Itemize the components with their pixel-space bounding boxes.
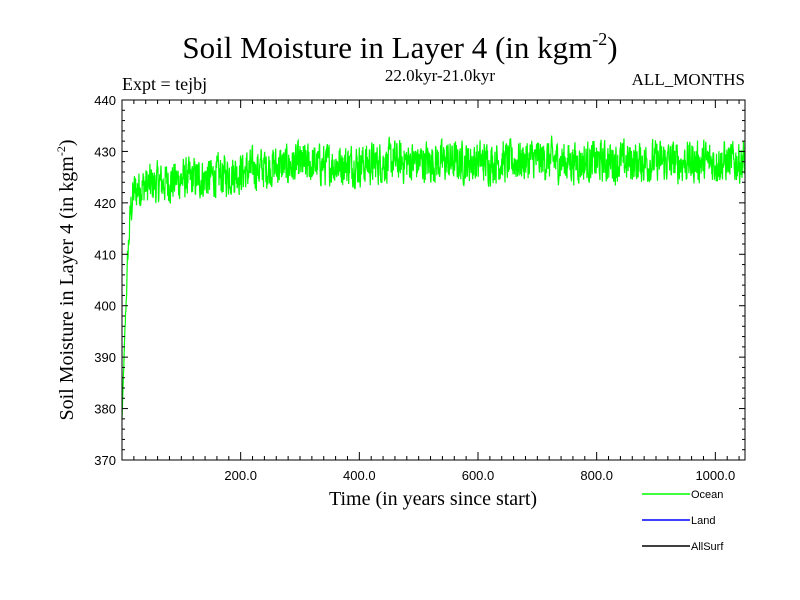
y-axis-label: Soil Moisture in Layer 4 (in kgm-2) (54, 139, 78, 420)
y-tick-label: 420 (94, 196, 116, 211)
y-tick-label: 380 (94, 402, 116, 417)
series-land-line (121, 135, 746, 419)
y-tick-label: 400 (94, 299, 116, 314)
plot-frame (121, 99, 746, 461)
y-tick-label: 440 (94, 93, 116, 108)
months-label: ALL_MONTHS (631, 70, 745, 89)
x-tick-label: 200.0 (224, 468, 257, 483)
y-tick-label: 370 (94, 453, 116, 468)
legend-label-ocean: Land (691, 515, 715, 527)
experiment-label: Expt = tejbj (122, 74, 208, 94)
legend-label-land: Ocean (691, 489, 723, 501)
series-layer (121, 135, 746, 419)
period-label: 22.0kyr-21.0kyr (384, 66, 496, 85)
y-tick-label: 390 (94, 350, 116, 365)
y-tick-label: 430 (94, 144, 116, 159)
x-tick-label: 400.0 (343, 468, 376, 483)
legend-label-allsurf: AllSurf (691, 541, 724, 553)
x-axis-label: Time (in years since start) (329, 488, 537, 510)
chart-title: Soil Moisture in Layer 4 (in kgm-2) (182, 28, 618, 65)
x-tick-label: 600.0 (462, 468, 495, 483)
x-tick-label: 1000.0 (695, 468, 735, 483)
legend: Ocean Land AllSurf (642, 489, 724, 553)
x-tick-label: 800.0 (580, 468, 613, 483)
ticks-layer: 370 380 390 400 410 420 430 440 200.0 400.0 600.0 8… (94, 93, 745, 483)
y-tick-label: 410 (94, 247, 116, 262)
